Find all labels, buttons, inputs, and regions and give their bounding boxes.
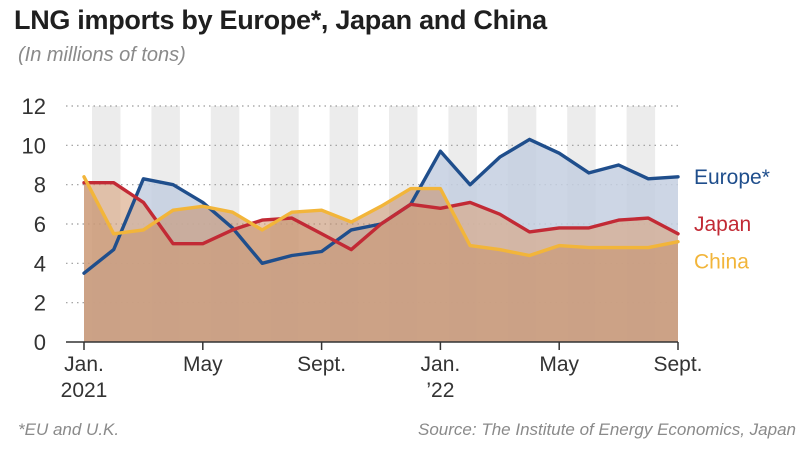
chart-subtitle: (In millions of tons) [18,44,186,66]
y-tick-label: 8 [34,173,46,198]
y-tick-label: 6 [34,212,46,237]
chart-title: LNG imports by Europe*, Japan and China [14,5,547,35]
x-tick-label: Jan. [64,353,104,376]
china-line [82,175,680,258]
source-note: Source: The Institute of Energy Economic… [418,420,796,439]
y-tick-label: 0 [34,330,46,355]
europe-legend-label: Europe* [694,166,770,189]
footnote: *EU and U.K. [18,420,120,439]
y-tick-label: 2 [34,291,46,316]
x-tick-label: 2021 [61,379,108,402]
japan-line [82,181,680,252]
china-legend-label: China [694,250,749,273]
y-tick-label: 12 [22,94,46,119]
x-tick-label: Sept. [653,353,702,376]
x-tick-label: ’22 [426,379,454,402]
y-tick-label: 10 [22,133,46,158]
x-tick-label: May [183,353,223,376]
x-tick-label: Jan. [421,353,461,376]
china-area [84,176,678,342]
y-tick-label: 4 [34,251,46,276]
x-tick-label: May [539,353,579,376]
x-tick-label: Sept. [297,353,346,376]
japan-legend-label: Japan [694,213,751,236]
